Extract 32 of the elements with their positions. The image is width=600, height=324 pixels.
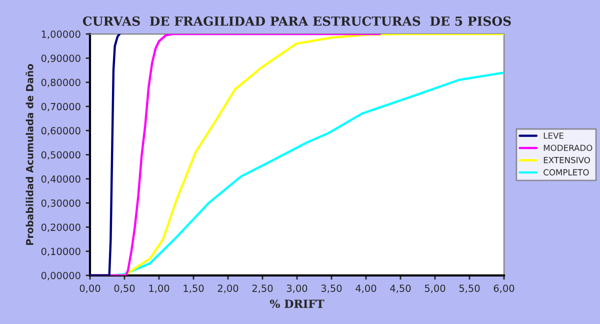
x-tick-label: 4,50 (390, 284, 411, 293)
x-tick-label: 4,00 (356, 284, 376, 293)
y-tick-label: 0,50000 (41, 151, 80, 160)
x-tick-label: 2,00 (218, 284, 238, 293)
y-tick-label: 0,40000 (41, 175, 80, 184)
x-tick-label: 1,50 (184, 284, 204, 293)
legend-label: LEVE (544, 132, 564, 139)
chart-title: CURVAS DE FRAGILIDAD PARA ESTRUCTURAS DE 5 PISOS (82, 16, 511, 26)
x-tick-label: 0,50 (114, 284, 135, 293)
x-tick-label: 2,50 (252, 284, 273, 293)
x-axis-title: % DRIFT (270, 300, 324, 308)
x-tick-label: 3,50 (321, 284, 342, 293)
y-tick-label: 0,90000 (41, 54, 80, 63)
x-tick-label: 0,00 (80, 284, 100, 293)
x-tick-label: 1,00 (149, 284, 170, 293)
y-tick-label: 0,70000 (41, 102, 80, 112)
y-tick-label: 1,00000 (42, 30, 80, 39)
x-tick-label: 3,00 (286, 284, 308, 293)
x-tick-label: 5,00 (424, 284, 446, 293)
y-tick-label: 0,60000 (41, 127, 80, 136)
line-series (90, 34, 504, 276)
legend-label: EXTENSIVO (544, 156, 590, 164)
y-tick-label: 0,30000 (41, 199, 80, 208)
y-tick-label: 0,00000 (41, 272, 80, 280)
y-tick-label: 0,80000 (41, 78, 80, 88)
legend-label: MODERADO (544, 144, 592, 152)
y-tick-label: 0,20000 (41, 224, 80, 232)
x-tick-label: 5,50 (459, 284, 480, 293)
x-tick-label: 6,00 (494, 284, 514, 293)
legend-label: COMPLETO (544, 169, 589, 176)
y-axis-title: Probabilidad Acumulada de Daño (26, 64, 34, 245)
y-tick-label: 0,10000 (41, 248, 80, 256)
